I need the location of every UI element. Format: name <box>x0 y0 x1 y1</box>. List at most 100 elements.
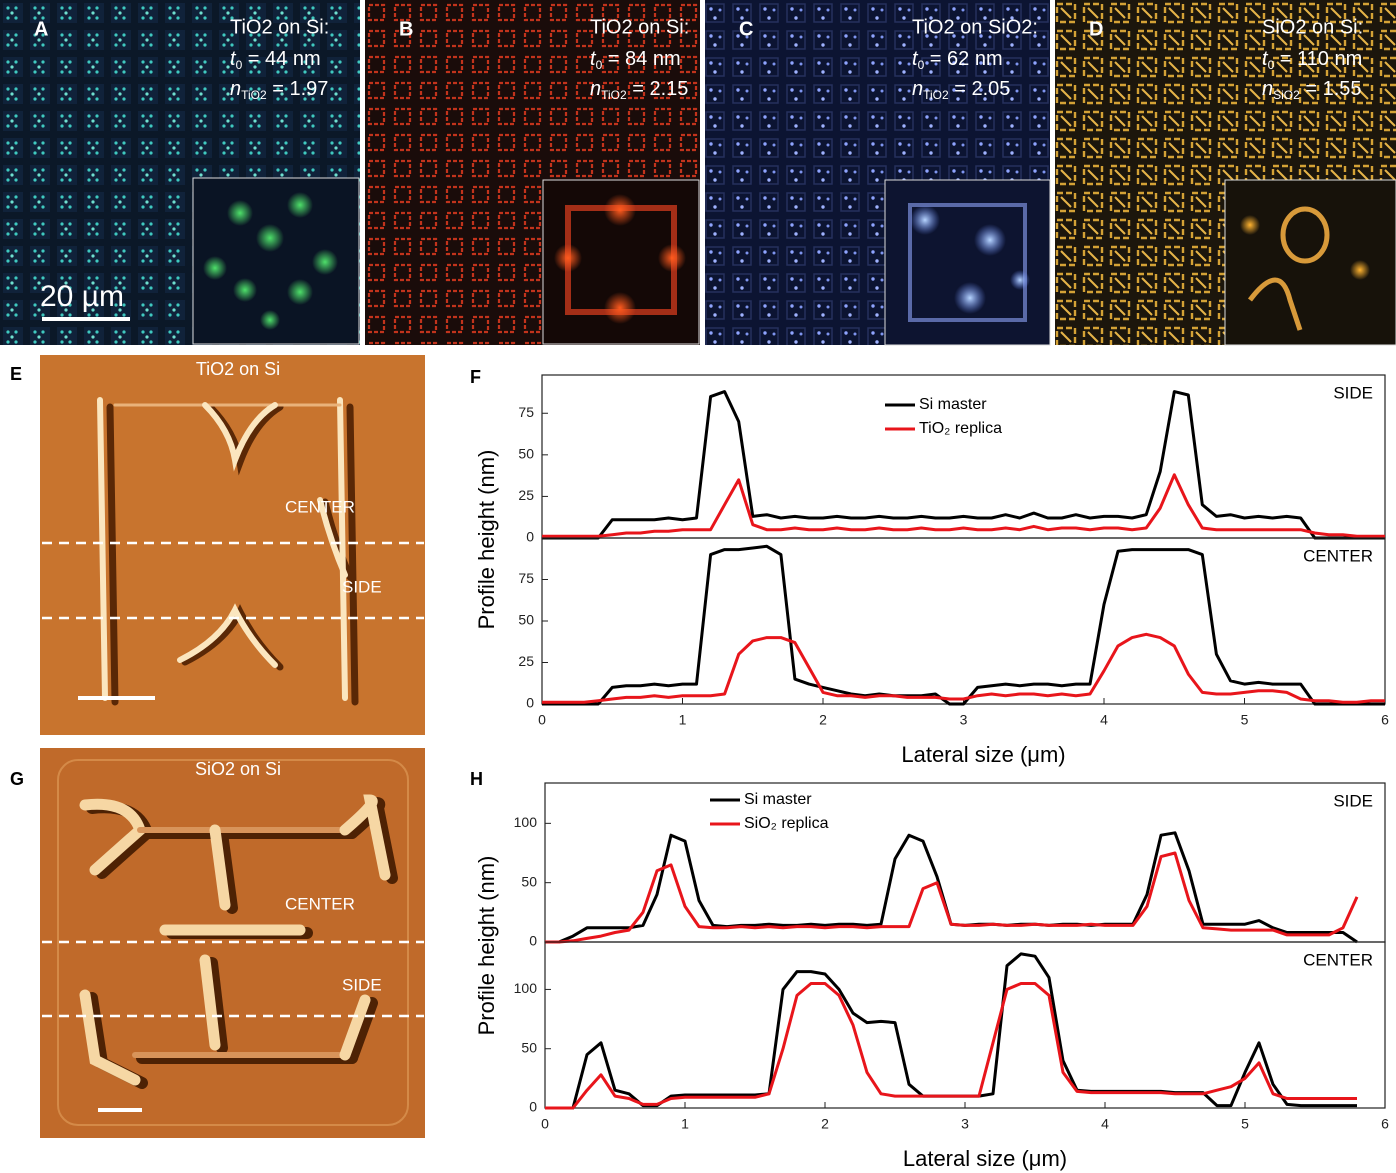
panel-title: TiO2 on Si: <box>230 16 329 38</box>
profile-line <box>542 473 1385 538</box>
x-axis-label: Lateral size (μm) <box>903 1146 1067 1171</box>
panel-parameter: t0 = 44 nm <box>230 48 321 72</box>
y-tick-label: 75 <box>518 570 534 586</box>
subscript: SiO2 <box>1273 88 1300 102</box>
x-tick-label: 4 <box>1100 712 1108 728</box>
symbol: t <box>1262 48 1269 70</box>
y-tick-label: 50 <box>521 1039 537 1055</box>
panel-title: TiO2 on Si: <box>590 16 689 38</box>
value: = 2.15 <box>627 78 689 100</box>
legend-label: TiO₂ replica <box>919 420 1002 437</box>
panel-parameter: nTiO2 = 2.05 <box>912 78 1010 102</box>
x-tick-label: 0 <box>541 1116 549 1132</box>
value: = 84 nm <box>602 48 680 70</box>
profile-label: SIDE <box>1333 791 1373 810</box>
subscript: TiO2 <box>241 88 267 102</box>
symbol: n <box>912 78 923 100</box>
y-tick-label: 75 <box>518 404 534 420</box>
profile-line <box>545 851 1359 944</box>
subscript: TiO2 <box>601 88 627 102</box>
value: = 1.97 <box>267 78 329 100</box>
subscript: TiO2 <box>923 88 949 102</box>
x-tick-label: 2 <box>821 1116 829 1132</box>
cut-label: CENTER <box>285 894 355 913</box>
panel-parameter: t0 = 110 nm <box>1262 48 1362 72</box>
y-tick-label: 50 <box>521 873 537 889</box>
x-axis-label: Lateral size (μm) <box>901 742 1065 767</box>
image-title: SiO2 on Si <box>195 759 281 779</box>
value: = 110 nm <box>1274 48 1362 70</box>
profile-line <box>542 544 1385 706</box>
cut-label: SIDE <box>342 577 382 596</box>
y-tick-label: 50 <box>518 612 534 628</box>
cut-label: SIDE <box>342 975 382 994</box>
panel-parameter: nTiO2 = 2.15 <box>590 78 688 102</box>
y-tick-label: 100 <box>514 814 538 830</box>
y-tick-label: 25 <box>518 653 534 669</box>
y-tick-label: 0 <box>526 695 534 711</box>
legend-label: SiO₂ replica <box>744 815 829 832</box>
panel-title: TiO2 on SiO2: <box>912 16 1038 38</box>
profile-line <box>542 632 1385 704</box>
inset-b-frame <box>554 194 686 324</box>
panel-letter: C <box>739 18 753 40</box>
plot-frame <box>544 941 1386 1109</box>
symbol: t <box>590 48 597 70</box>
y-tick-label: 0 <box>526 529 534 545</box>
x-tick-label: 3 <box>961 1116 969 1132</box>
symbol: t <box>230 48 237 70</box>
plot-frame <box>544 782 1386 943</box>
scale-label: 20 µm <box>40 280 124 313</box>
value: = 2.05 <box>949 78 1011 100</box>
value: = 44 nm <box>242 48 320 70</box>
inset-d-shapes <box>1240 206 1370 331</box>
profile-label: CENTER <box>1303 546 1373 565</box>
subscript: 0 <box>1268 58 1275 72</box>
panel-parameter: t0 = 62 nm <box>912 48 1003 72</box>
panel-title: SiO2 on Si: <box>1262 16 1363 38</box>
legend-label: Si master <box>744 791 812 808</box>
subscript: 0 <box>236 58 243 72</box>
panel-parameter: nSiO2 = 1.55 <box>1262 78 1362 102</box>
y-axis-label: Profile height (nm) <box>474 856 499 1036</box>
profile-label: CENTER <box>1303 950 1373 969</box>
afm-features-e <box>97 397 359 706</box>
cut-label: CENTER <box>285 497 355 516</box>
panel-letter: A <box>34 18 48 40</box>
inset-c <box>884 179 1051 346</box>
panel-letter: E <box>10 364 22 384</box>
panel-letter: D <box>1089 18 1103 40</box>
inset-a-spots <box>203 192 338 330</box>
y-tick-label: 0 <box>529 933 537 949</box>
legend-label: Si master <box>919 396 987 413</box>
profile-line <box>542 390 1385 540</box>
plot-frame <box>541 537 1386 705</box>
symbol: n <box>230 78 241 100</box>
y-tick-label: 100 <box>514 980 538 996</box>
y-tick-label: 0 <box>529 1099 537 1115</box>
subscript: 0 <box>918 58 925 72</box>
panel-parameter: nTiO2 = 1.97 <box>230 78 328 102</box>
x-tick-label: 6 <box>1381 1116 1389 1132</box>
y-axis-label: Profile height (nm) <box>474 450 499 630</box>
value: = 62 nm <box>924 48 1002 70</box>
x-tick-label: 0 <box>538 712 546 728</box>
panel-letter: G <box>10 769 24 789</box>
panel-letter: B <box>399 18 413 40</box>
x-tick-label: 5 <box>1241 1116 1249 1132</box>
inset-c-spots <box>908 203 1030 322</box>
x-tick-label: 1 <box>681 1116 689 1132</box>
x-tick-label: 4 <box>1101 1116 1109 1132</box>
x-tick-label: 6 <box>1381 712 1389 728</box>
symbol: n <box>590 78 601 100</box>
value: = 1.55 <box>1300 78 1362 100</box>
x-tick-label: 1 <box>679 712 687 728</box>
panel-letter: F <box>470 367 481 387</box>
symbol: t <box>912 48 919 70</box>
x-tick-label: 5 <box>1241 712 1249 728</box>
y-tick-label: 50 <box>518 446 534 462</box>
image-title: TiO2 on Si <box>196 359 280 379</box>
profile-line <box>545 982 1357 1110</box>
y-tick-label: 25 <box>518 487 534 503</box>
